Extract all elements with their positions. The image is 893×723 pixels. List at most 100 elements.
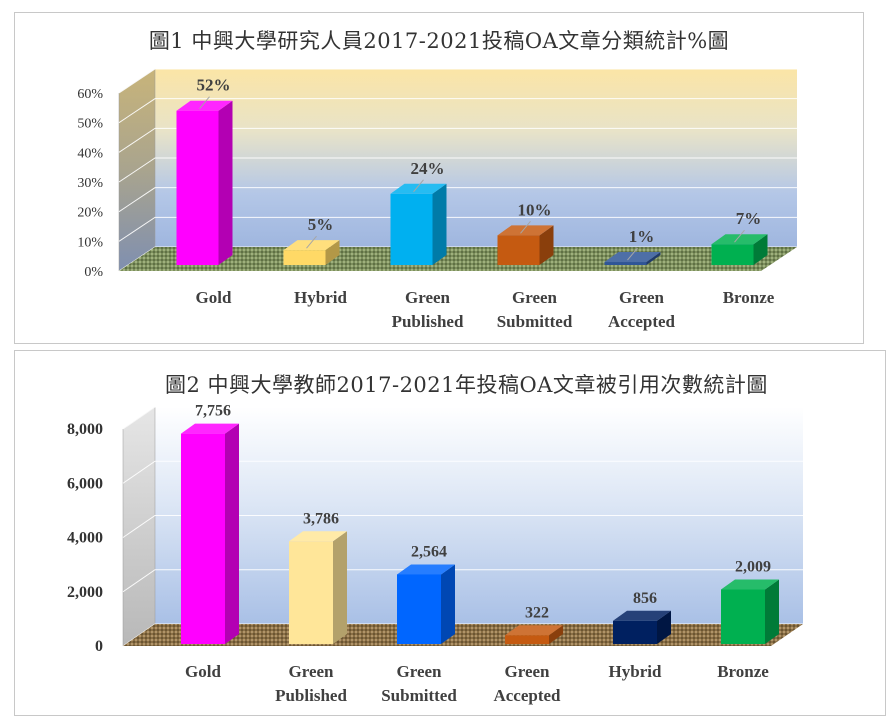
- data-label: 856: [633, 590, 657, 607]
- bar-front: [289, 541, 333, 644]
- bar-top: [397, 564, 455, 575]
- bar-top: [721, 579, 779, 590]
- y-tick-label: 6,000: [67, 475, 103, 492]
- bar-front: [721, 589, 765, 644]
- y-tick-label: 40%: [77, 146, 103, 161]
- bar-top: [176, 100, 233, 111]
- bar-side: [549, 625, 563, 644]
- bar-chart-citations: 0 2,000 4,000 6,000 8,000 7,756 Gold 3,786 Green…: [67, 403, 803, 705]
- y-tick-label: 60%: [77, 87, 103, 102]
- x-tick-label: Published: [275, 686, 347, 705]
- chart-panel-oa-percentage: 圖1 中興大學研究人員2017-2021投稿OA文章分類統計%圖 0% 10% 20…: [14, 12, 864, 344]
- bar-side: [441, 564, 455, 644]
- bar-side: [333, 531, 347, 644]
- chart-title: 圖1 中興大學研究人員2017-2021投稿OA文章分類統計%圖: [148, 29, 730, 53]
- label-leader: [413, 179, 424, 193]
- bar-hybrid: [613, 610, 671, 644]
- x-tick-label: Bronze: [723, 288, 775, 307]
- data-label: 24%: [411, 159, 445, 178]
- gridline: [118, 127, 797, 153]
- x-tick-label: Published: [392, 312, 464, 331]
- x-tick-label: Gold: [185, 662, 221, 681]
- chart-title: 圖2 中興大學教師2017-2021年投稿OA文章被引用次數統計圖: [165, 373, 768, 397]
- bar-gold: [176, 100, 233, 265]
- x-tick-label: Green: [288, 662, 334, 681]
- y-tick-label: 50%: [77, 117, 103, 132]
- bar-front: [283, 250, 326, 265]
- x-tick-label: Green: [512, 288, 558, 307]
- bar-top: [289, 531, 347, 542]
- bar-green-submitted: [497, 225, 554, 265]
- gridline: [122, 460, 803, 484]
- label-leader: [627, 247, 638, 261]
- bar-top: [283, 240, 340, 251]
- gridline: [122, 515, 803, 538]
- y-tick-label: 0: [95, 638, 103, 655]
- bar-top: [613, 610, 671, 621]
- bar-bronze: [721, 579, 779, 644]
- data-label: 2,009: [735, 559, 771, 576]
- chart-panel-citations: 圖2 中興大學教師2017-2021年投稿OA文章被引用次數統計圖 0 2,000…: [14, 350, 886, 716]
- x-tick-label: Gold: [196, 288, 232, 307]
- y-tick-label: 20%: [77, 206, 103, 221]
- y-tick-label: 8,000: [67, 421, 103, 438]
- bar-chart-oa-percentage: 0% 10% 20% 30% 40% 50% 60% 52% Gold 5% Hybrid 24% Gr…: [77, 68, 797, 331]
- y-tick-label: 0%: [84, 265, 103, 280]
- data-label: 2,564: [411, 543, 447, 560]
- x-tick-label: Hybrid: [294, 288, 347, 307]
- gridline: [118, 98, 797, 124]
- bar-side: [646, 252, 661, 265]
- gridline: [122, 406, 803, 430]
- x-tick-label: Green: [619, 288, 665, 307]
- bar-gold: [181, 423, 239, 644]
- x-tick-label: Green: [405, 288, 451, 307]
- gridline: [122, 569, 803, 593]
- bar-front: [397, 574, 441, 644]
- y-tick-label: 10%: [77, 235, 103, 250]
- bar-front: [176, 110, 219, 265]
- bar-front: [497, 235, 540, 265]
- label-leader: [306, 235, 317, 249]
- bar-top: [497, 225, 554, 236]
- bar-side: [753, 234, 768, 265]
- data-label: 7%: [736, 209, 762, 228]
- data-label: 322: [525, 604, 549, 621]
- x-tick-label: Bronze: [717, 662, 769, 681]
- gridline: [118, 68, 797, 94]
- bar-green-published: [289, 531, 347, 644]
- bar-top: [505, 625, 563, 636]
- bar-side: [325, 240, 340, 265]
- data-label: 1%: [629, 227, 655, 246]
- bar-front: [181, 433, 225, 644]
- bar-green-accepted: [604, 252, 661, 265]
- data-label: 3,786: [303, 510, 339, 527]
- gridline: [118, 157, 797, 183]
- bar-top: [604, 252, 661, 263]
- bar-hybrid: [283, 240, 340, 265]
- y-tick-label: 2,000: [67, 584, 103, 601]
- x-tick-label: Green: [504, 662, 550, 681]
- bar-front: [711, 244, 754, 265]
- gridline: [118, 187, 797, 213]
- bar-green-submitted: [397, 564, 455, 644]
- bar-top: [181, 423, 239, 434]
- bar-side: [765, 579, 779, 644]
- x-tick-label: Hybrid: [609, 662, 662, 681]
- label-leader: [734, 229, 745, 243]
- bar-side: [432, 183, 447, 265]
- data-label: 5%: [308, 215, 334, 234]
- bar-top: [390, 183, 447, 194]
- x-tick-label: Green: [396, 662, 442, 681]
- bar-side: [225, 423, 239, 644]
- bar-top: [711, 234, 768, 245]
- bar-front: [604, 262, 647, 265]
- data-label: 52%: [197, 76, 231, 95]
- data-label: 7,756: [195, 403, 231, 420]
- x-tick-label: Accepted: [608, 312, 676, 331]
- bar-side: [657, 610, 671, 644]
- gridline: [118, 216, 797, 242]
- bar-side: [218, 100, 233, 265]
- y-tick-label: 30%: [77, 176, 103, 191]
- label-leader: [520, 221, 531, 234]
- bar-front: [390, 193, 433, 265]
